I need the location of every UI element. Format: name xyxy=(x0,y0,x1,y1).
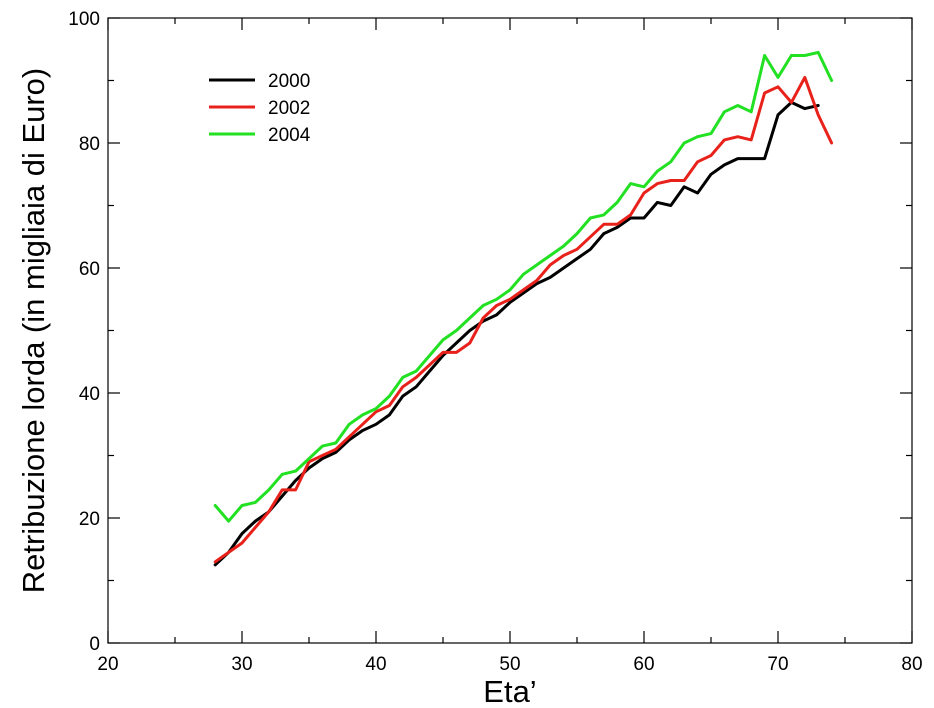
x-tick-label: 60 xyxy=(633,654,654,675)
x-tick-label: 80 xyxy=(901,654,922,675)
y-tick-label: 80 xyxy=(79,134,100,155)
series-line-2004 xyxy=(213,50,834,523)
y-tick-label: 40 xyxy=(79,384,100,405)
x-tick-label: 70 xyxy=(767,654,788,675)
x-tick-label: 20 xyxy=(97,654,118,675)
y-tick-label: 100 xyxy=(68,9,100,30)
x-tick-label: 50 xyxy=(499,654,520,675)
y-tick-label: 60 xyxy=(79,259,100,280)
ticks-layer xyxy=(107,17,913,644)
y-axis-title: Retribuzione lorda (in migliaia di Euro) xyxy=(16,68,51,594)
y-tick-label: 20 xyxy=(79,509,100,530)
y-tick-label: 0 xyxy=(89,634,100,655)
legend: 2000 2002 2004 xyxy=(209,71,311,146)
x-tick-label: 40 xyxy=(365,654,386,675)
series-line-2000 xyxy=(213,100,820,567)
legend-label-2002: 2002 xyxy=(268,98,310,119)
series-layer xyxy=(213,50,834,567)
legend-label-2000: 2000 xyxy=(268,71,310,92)
x-axis-title: Eta’ xyxy=(483,674,536,708)
x-tick-label: 30 xyxy=(231,654,252,675)
plot-frame xyxy=(107,17,913,644)
legend-label-2004: 2004 xyxy=(268,125,311,146)
series-line-2002 xyxy=(213,75,834,564)
